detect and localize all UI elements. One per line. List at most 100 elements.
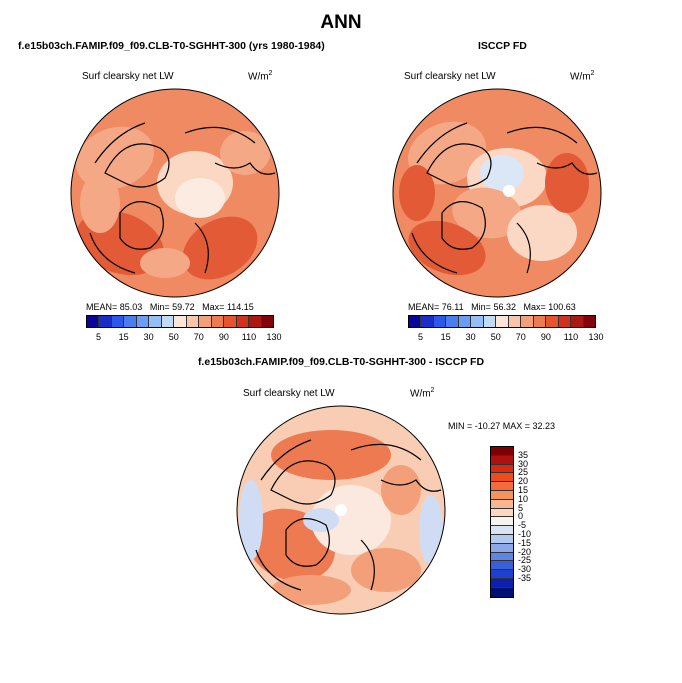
coastline xyxy=(184,126,256,144)
coastline xyxy=(350,443,422,461)
panel-3-variable-label: Surf clearsky net LW xyxy=(243,388,335,399)
coastline xyxy=(360,539,375,591)
colorbar-swatch xyxy=(491,447,513,456)
panel-1-max-value: 114.15 xyxy=(226,302,254,312)
panel-2-max-value: 100.63 xyxy=(548,302,576,312)
colorbar-swatch xyxy=(149,316,162,327)
colorbar-level-label: 35 xyxy=(518,449,529,460)
panel-1-colorbar xyxy=(86,315,274,328)
coastline xyxy=(119,201,164,250)
colorbar-level-label: -10 xyxy=(518,529,532,539)
colorbar-swatch xyxy=(124,316,137,327)
panel-1-units: W/m2 xyxy=(248,70,273,83)
colorbar-swatch xyxy=(174,316,187,327)
coastline xyxy=(255,549,302,591)
colorbar-level-label: -5 xyxy=(518,520,527,531)
colorbar-swatch xyxy=(571,316,584,327)
panel-1-mean-value: 85.03 xyxy=(119,302,143,312)
colorbar-swatch xyxy=(508,316,522,327)
panel-2-variable-label: Surf clearsky net LW xyxy=(404,71,496,82)
colorbar-swatch xyxy=(224,316,237,327)
map-field-region xyxy=(381,465,421,515)
map-boundary xyxy=(70,88,280,298)
colorbar-tick-label: 70 xyxy=(515,332,526,342)
panel-1-max-label: Max= xyxy=(202,302,225,312)
colorbar-tick-label: 90 xyxy=(540,332,551,342)
map-field-region xyxy=(419,495,443,565)
colorbar-swatch xyxy=(558,316,572,327)
colorbar-tick-label: 15 xyxy=(118,332,129,342)
colorbar-swatch xyxy=(533,316,547,327)
panel-2-max-label: Max= xyxy=(523,302,546,312)
panel-3-polar-map xyxy=(236,405,446,615)
panel-1-min-label: Min= xyxy=(149,302,170,312)
coastline xyxy=(89,232,136,274)
pole-gap xyxy=(503,185,515,197)
colorbar-tick-label: 110 xyxy=(241,332,257,342)
colorbar-swatch xyxy=(261,316,274,327)
map-field-region xyxy=(399,165,435,221)
panel-2-min-value: 56.32 xyxy=(493,302,516,312)
colorbar-swatch xyxy=(491,552,513,562)
panel-3-colorbar-labels: 35 30 25 20 15 10 5 0 -5 -10 -15 -20 -25 -30 -35 xyxy=(518,446,558,606)
colorbar-swatch xyxy=(161,316,175,327)
colorbar-swatch xyxy=(491,543,513,553)
colorbar-swatch xyxy=(491,570,513,579)
colorbar-level-label: -15 xyxy=(518,537,532,548)
panel-1-min-value: 59.72 xyxy=(172,302,195,312)
colorbar-tick-label: 5 xyxy=(418,332,424,342)
colorbar-swatch xyxy=(433,316,447,327)
panel-1-mean-label: MEAN= xyxy=(86,302,118,312)
colorbar-swatch xyxy=(87,316,100,327)
colorbar-swatch xyxy=(211,316,225,327)
panel-1-colorbar-ticks: 5 15 30 50 70 90 110 130 xyxy=(86,332,281,344)
colorbar-swatch xyxy=(136,316,150,327)
coastline xyxy=(516,222,531,274)
colorbar-level-label: -30 xyxy=(518,564,532,575)
colorbar-level-label: -35 xyxy=(518,573,532,583)
colorbar-level-label: 10 xyxy=(518,493,529,504)
colorbar-swatch xyxy=(249,316,262,327)
panel-3-units: W/m2 xyxy=(410,387,435,400)
coastline xyxy=(214,162,276,175)
colorbar-level-label: 5 xyxy=(518,502,524,513)
colorbar-tick-label: 130 xyxy=(588,332,604,342)
panel-3-stats: MIN = -10.27 MAX = 32.23 xyxy=(448,421,556,431)
colorbar-swatch xyxy=(99,316,112,327)
panel-1-polar-map xyxy=(70,88,280,298)
colorbar-level-label: 25 xyxy=(518,467,529,478)
colorbar-swatch xyxy=(491,464,513,474)
coastline xyxy=(94,122,146,164)
panel-2-mean-value: 76.11 xyxy=(441,302,464,312)
colorbar-swatch xyxy=(491,561,513,571)
panel-1-variable-label: Surf clearsky net LW xyxy=(82,71,174,82)
colorbar-swatch xyxy=(491,526,513,535)
coastline xyxy=(104,143,170,188)
map-field-region xyxy=(271,430,391,480)
map-field-region xyxy=(480,155,524,191)
map-field-region xyxy=(239,480,263,560)
colorbar-tick-label: 30 xyxy=(143,332,154,342)
colorbar-tick-label: 130 xyxy=(266,332,282,342)
coastline xyxy=(426,143,492,188)
colorbar-swatch xyxy=(496,316,509,327)
panel-2-polar-map xyxy=(392,88,602,298)
panel-1-title: f.e15b03ch.FAMIP.f09_f09.CLB-T0-SGHHT-30… xyxy=(18,40,325,52)
map-field-region xyxy=(80,173,120,233)
map-field-region xyxy=(351,548,421,592)
map-field-region xyxy=(545,153,589,213)
colorbar-swatch xyxy=(458,316,472,327)
coastline xyxy=(506,126,578,144)
coastline xyxy=(411,232,458,274)
colorbar-swatch xyxy=(546,316,559,327)
colorbar-swatch xyxy=(236,316,250,327)
coastline xyxy=(260,439,312,481)
coastline xyxy=(380,479,442,492)
colorbar-swatch xyxy=(421,316,434,327)
colorbar-swatch xyxy=(111,316,125,327)
colorbar-level-label: -25 xyxy=(518,555,532,566)
colorbar-tick-label: 110 xyxy=(563,332,579,342)
colorbar-swatch xyxy=(491,587,513,597)
colorbar-swatch xyxy=(491,455,513,465)
colorbar-level-label: 30 xyxy=(518,458,529,469)
